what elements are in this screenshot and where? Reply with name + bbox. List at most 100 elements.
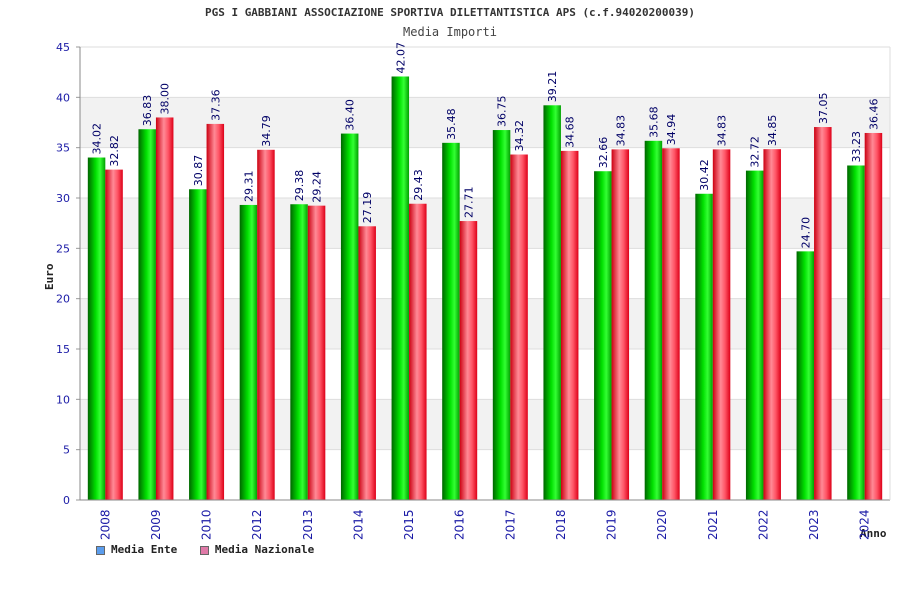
value-label-nazionale: 27.19 bbox=[361, 192, 374, 224]
bar-nazionale bbox=[712, 149, 731, 501]
bar-nazionale bbox=[814, 127, 832, 500]
value-label-nazionale: 32.82 bbox=[108, 135, 121, 167]
y-tick-label: 5 bbox=[63, 444, 70, 457]
x-tick-label: 2019 bbox=[605, 509, 619, 540]
value-label-nazionale: 34.83 bbox=[716, 115, 729, 147]
x-tick-label: 2010 bbox=[200, 509, 214, 540]
bar-ente bbox=[644, 140, 663, 500]
value-label-nazionale: 27.71 bbox=[462, 187, 475, 219]
x-tick-label: 2015 bbox=[402, 509, 416, 540]
x-tick-label: 2008 bbox=[98, 509, 112, 540]
value-label-ente: 36.75 bbox=[496, 96, 509, 128]
x-tick-label: 2017 bbox=[503, 509, 517, 540]
y-tick-labels: 0 5 10 15 20 25 30 35 40 45 bbox=[56, 41, 70, 507]
bar-ente bbox=[239, 204, 258, 501]
y-tick-label: 25 bbox=[56, 242, 70, 255]
value-label-nazionale: 38.00 bbox=[159, 83, 172, 115]
bar-nazionale bbox=[257, 149, 275, 500]
value-label-nazionale: 29.43 bbox=[412, 169, 425, 201]
value-label-nazionale: 34.94 bbox=[665, 114, 678, 146]
bar-nazionale bbox=[560, 150, 579, 500]
legend-item-ente: Media Ente bbox=[96, 543, 177, 556]
value-label-ente: 29.31 bbox=[242, 170, 255, 202]
bar-ente bbox=[87, 157, 106, 501]
bar-nazionale bbox=[459, 221, 478, 500]
value-label-ente: 32.72 bbox=[749, 136, 762, 168]
x-tick-label: 2021 bbox=[706, 509, 720, 540]
bar-nazionale bbox=[358, 226, 376, 500]
chart-title: PGS I GABBIANI ASSOCIAZIONE SPORTIVA DIL… bbox=[204, 6, 696, 19]
y-tick-label: 35 bbox=[56, 142, 70, 155]
value-label-ente: 34.02 bbox=[91, 123, 104, 155]
x-tick-label: 2016 bbox=[453, 509, 467, 540]
bar-ente bbox=[796, 251, 815, 500]
bar-ente bbox=[594, 171, 612, 501]
y-tick-label: 20 bbox=[56, 293, 70, 306]
bar-nazionale bbox=[155, 117, 174, 500]
x-tick-label: 2018 bbox=[554, 509, 568, 540]
value-label-nazionale: 37.05 bbox=[817, 93, 830, 125]
bar-ente bbox=[189, 189, 207, 500]
value-label-nazionale: 29.24 bbox=[311, 171, 324, 203]
y-tick-label: 40 bbox=[56, 91, 70, 104]
bar-nazionale bbox=[864, 132, 883, 500]
value-label-ente: 35.48 bbox=[445, 108, 458, 140]
bar-ente bbox=[543, 105, 561, 500]
value-label-ente: 35.68 bbox=[647, 106, 660, 138]
bar-ente bbox=[847, 165, 865, 500]
x-tick-label: 2014 bbox=[351, 509, 365, 540]
x-tick-label: 2022 bbox=[756, 509, 770, 540]
value-label-ente: 30.42 bbox=[698, 159, 711, 191]
y-tick-label: 45 bbox=[56, 41, 70, 54]
bar-ente bbox=[442, 142, 460, 501]
bar-nazionale bbox=[510, 154, 528, 500]
bar-nazionale bbox=[206, 123, 225, 500]
bar-ente bbox=[290, 204, 308, 500]
value-label-nazionale: 36.46 bbox=[867, 98, 880, 130]
x-tick-label: 2009 bbox=[149, 509, 163, 540]
bar-ente bbox=[340, 133, 359, 500]
bar-nazionale bbox=[611, 149, 630, 501]
value-label-nazionale: 34.32 bbox=[513, 120, 526, 152]
x-tick-label: 2020 bbox=[655, 509, 669, 540]
legend-item-nazionale: Media Nazionale bbox=[199, 543, 315, 556]
value-label-nazionale: 34.85 bbox=[766, 115, 779, 147]
bar-nazionale bbox=[105, 169, 123, 500]
bar-nazionale bbox=[763, 149, 781, 500]
y-tick-label: 10 bbox=[56, 393, 70, 406]
x-tick-label: 2023 bbox=[807, 509, 821, 540]
legend-label-nazionale: Media Nazionale bbox=[214, 543, 315, 556]
value-label-ente: 32.66 bbox=[597, 137, 610, 169]
bar-ente bbox=[695, 193, 713, 500]
value-label-ente: 36.83 bbox=[141, 95, 154, 127]
value-label-ente: 29.38 bbox=[293, 170, 306, 202]
chart-subtitle: Media Importi bbox=[403, 25, 497, 39]
bar-nazionale bbox=[662, 148, 680, 500]
value-label-ente: 24.70 bbox=[799, 217, 812, 249]
x-tick-label: 2024 bbox=[858, 509, 872, 540]
value-label-ente: 39.21 bbox=[546, 71, 559, 103]
bar-nazionale bbox=[409, 203, 427, 500]
legend: Media Ente Media Nazionale bbox=[96, 543, 330, 556]
legend-swatch-nazionale bbox=[199, 545, 209, 555]
axes bbox=[79, 47, 891, 501]
x-tick-label: 2013 bbox=[301, 509, 315, 540]
bar-ente bbox=[391, 76, 410, 500]
value-label-nazionale: 34.79 bbox=[260, 115, 273, 147]
bar-ente bbox=[492, 130, 511, 501]
value-label-ente: 42.07 bbox=[394, 42, 407, 74]
y-tick-label: 0 bbox=[63, 494, 70, 507]
x-tick-label: 2012 bbox=[250, 509, 264, 540]
background-band bbox=[80, 47, 890, 98]
bars bbox=[87, 76, 883, 501]
x-axis-label: Anno bbox=[860, 527, 887, 540]
value-labels: 34.02 32.82 36.83 38.00 30.87 37.36 29.31 34.79… bbox=[91, 42, 881, 248]
x-tick-labels: 2008 2009 2010 2012 2013 2014 2015 2016 2017 2018… bbox=[98, 509, 871, 540]
legend-swatch-ente bbox=[96, 545, 105, 555]
value-label-ente: 36.40 bbox=[344, 99, 357, 131]
y-tick-label: 15 bbox=[56, 343, 70, 356]
y-tick-label: 30 bbox=[56, 192, 70, 205]
bar-nazionale bbox=[307, 205, 326, 500]
legend-label-ente: Media Ente bbox=[111, 543, 178, 556]
